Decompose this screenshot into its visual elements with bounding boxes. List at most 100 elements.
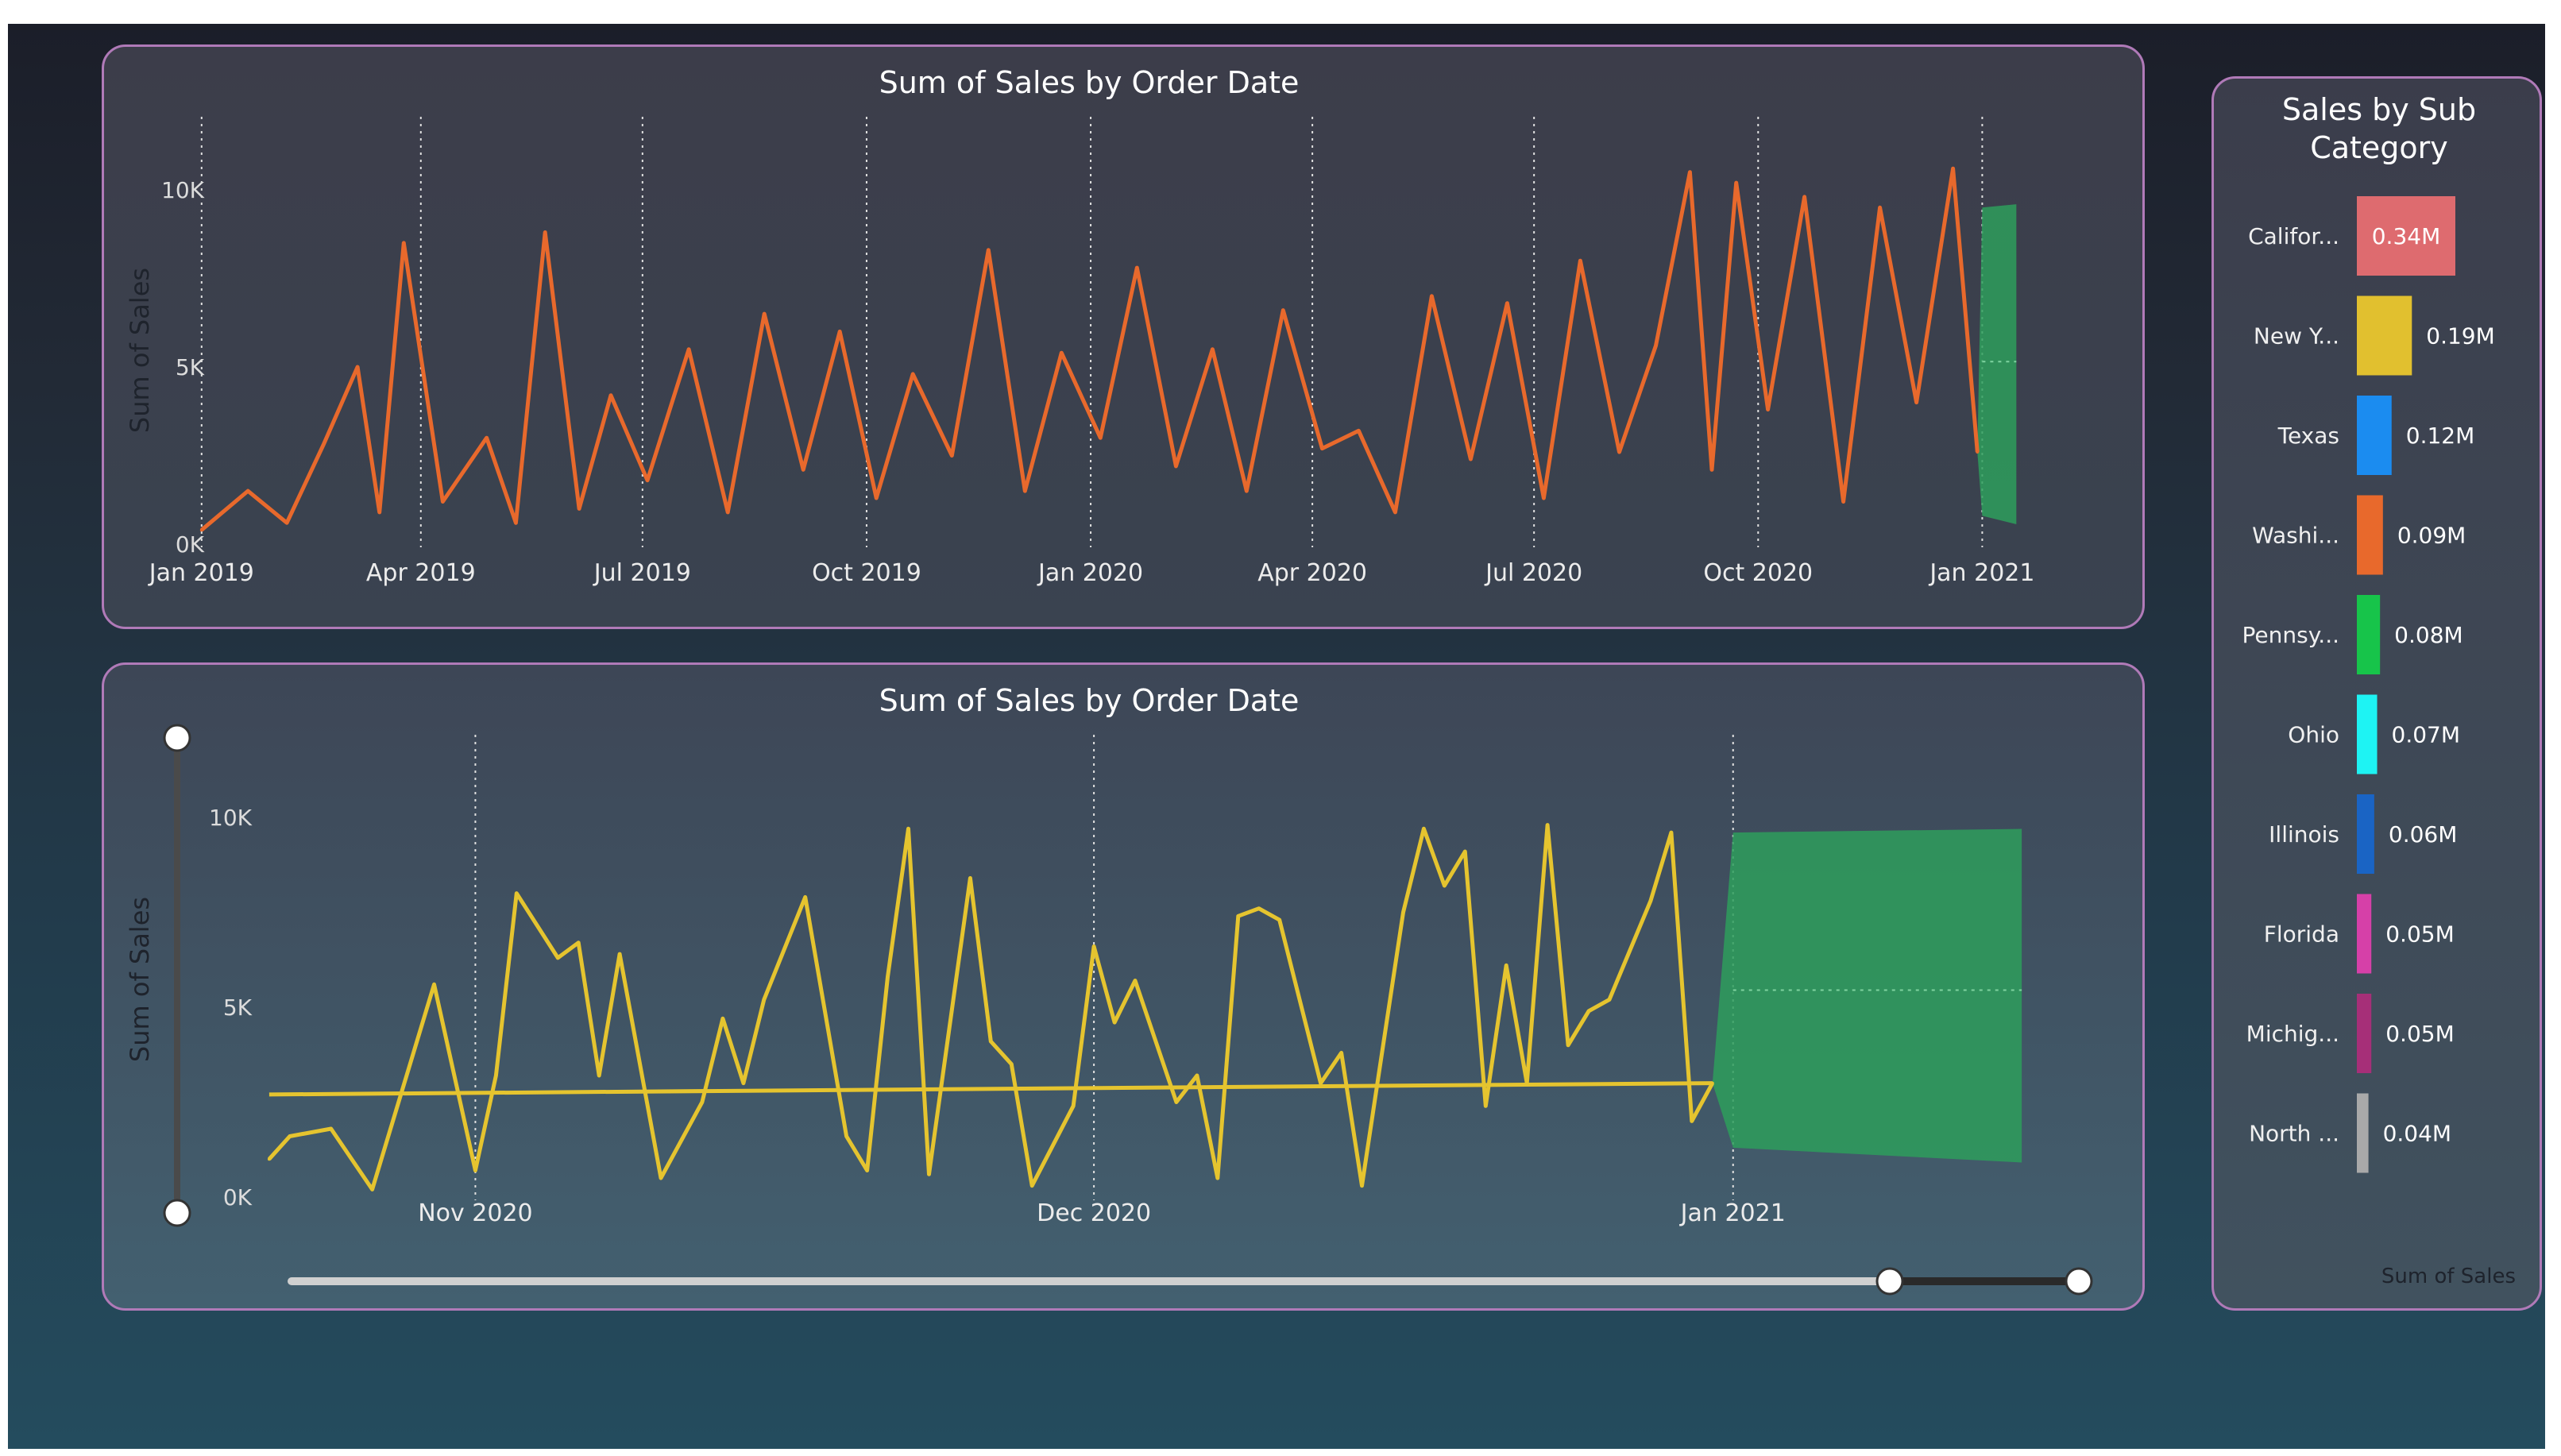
- x-tick-label: Jan 2021: [1679, 1199, 1786, 1227]
- x-range-slider-right-handle[interactable]: [2065, 1267, 2093, 1296]
- side-chart-title-line-1: Sales by Sub: [2282, 92, 2476, 127]
- bottom-chart-title: Sum of Sales by Order Date: [879, 683, 1300, 718]
- sales-point: [288, 1134, 292, 1138]
- bar[interactable]: [2357, 994, 2372, 1073]
- sales-point: [285, 521, 289, 525]
- sales-point: [577, 940, 581, 944]
- sales-point: [1092, 944, 1096, 948]
- sales-point: [1914, 400, 1918, 404]
- sales-point: [1060, 351, 1064, 355]
- sales-point: [659, 1176, 662, 1180]
- sales-point: [1023, 489, 1027, 493]
- sales-point: [1245, 489, 1249, 493]
- bar[interactable]: [2357, 396, 2392, 475]
- top-line-chart: Sum of Sales by Order Date Sum of Sales …: [125, 65, 2034, 587]
- sales-point: [687, 347, 691, 351]
- sales-point: [762, 998, 766, 1002]
- sales-point: [911, 372, 915, 376]
- sales-point: [950, 454, 954, 458]
- bar-value-label: 0.06M: [2389, 821, 2458, 848]
- sales-point: [1688, 170, 1692, 174]
- sales-point: [1617, 450, 1621, 454]
- sales-point: [1669, 831, 1673, 835]
- sales-point: [1878, 206, 1882, 210]
- sales-point: [329, 1127, 333, 1130]
- sales-point: [1236, 914, 1240, 918]
- bar[interactable]: [2357, 794, 2374, 874]
- y-tick-label: 0K: [223, 1184, 253, 1211]
- sales-point: [1484, 1104, 1488, 1108]
- sales-point: [267, 1157, 271, 1161]
- side-chart-title-line-2: Category: [2310, 130, 2448, 165]
- sales-point: [432, 983, 436, 987]
- side-bar-chart-card: Sales by Sub Category Califor... 0.34M New…: [2211, 76, 2542, 1311]
- sales-point: [515, 891, 519, 895]
- sales-point: [1257, 906, 1261, 910]
- sales-point: [441, 500, 445, 504]
- sales-point: [1211, 347, 1215, 351]
- sales-point: [1587, 1009, 1591, 1013]
- sales-point: [741, 1081, 745, 1085]
- sales-point: [1608, 998, 1611, 1002]
- sales-point: [726, 510, 730, 514]
- sales-point: [1976, 450, 1980, 454]
- x-tick-label: Jan 2020: [1037, 559, 1143, 587]
- bar-value-label: 0.08M: [2394, 622, 2463, 648]
- trend-line: [268, 1081, 1713, 1097]
- sales-point: [1546, 823, 1550, 827]
- sales-point: [1690, 1119, 1694, 1123]
- sales-point: [1281, 308, 1285, 312]
- bar[interactable]: [2357, 694, 2378, 774]
- side-chart-x-axis-label: Sum of Sales: [2381, 1265, 2516, 1288]
- bar[interactable]: [2357, 1093, 2369, 1173]
- sales-point: [1710, 468, 1713, 472]
- bar[interactable]: [2357, 894, 2372, 974]
- x-tick-label: Apr 2019: [366, 559, 476, 587]
- sales-point: [322, 443, 326, 447]
- bar-category-label: North ...: [2249, 1121, 2339, 1147]
- sales-point: [1357, 429, 1361, 433]
- forecast-band: [1712, 828, 2022, 1163]
- sales-point: [597, 1074, 601, 1077]
- sales-point: [875, 496, 879, 500]
- y-range-slider-top-handle[interactable]: [163, 724, 191, 752]
- sales-point: [1542, 496, 1546, 500]
- sales-point: [485, 436, 489, 440]
- sales-point: [838, 330, 842, 334]
- x-tick-label: Jan 2021: [1928, 559, 2034, 587]
- sales-point: [1566, 1043, 1570, 1047]
- bar[interactable]: [2357, 295, 2412, 376]
- bar[interactable]: [2357, 196, 2455, 276]
- sales-point: [1654, 344, 1658, 348]
- bar[interactable]: [2357, 495, 2383, 575]
- sales-point: [1766, 407, 1770, 411]
- sales-point: [377, 510, 381, 514]
- sales-point: [1339, 1051, 1343, 1055]
- y-tick-label: 10K: [209, 805, 253, 831]
- y-range-slider-bottom-handle[interactable]: [163, 1199, 191, 1227]
- sales-point: [1072, 1104, 1076, 1108]
- y-tick-label: 0K: [176, 531, 205, 558]
- bar-value-label: 0.05M: [2385, 1021, 2455, 1047]
- sales-point: [1469, 458, 1473, 461]
- x-tick-label: Oct 2020: [1703, 559, 1813, 587]
- sales-point: [1113, 1021, 1117, 1025]
- bar-value-label: 0.07M: [2392, 722, 2461, 748]
- sales-point: [609, 393, 612, 397]
- sales-point: [989, 1040, 993, 1043]
- sales-point: [1174, 1100, 1178, 1104]
- bar[interactable]: [2357, 595, 2381, 674]
- top-chart-y-axis-label: Sum of Sales: [125, 268, 155, 433]
- sales-point: [987, 248, 991, 252]
- sales-point: [1443, 884, 1447, 887]
- sales-point: [1951, 167, 1955, 171]
- sales-point: [356, 365, 360, 369]
- x-range-slider-left-handle[interactable]: [1875, 1267, 1904, 1296]
- x-tick-label: Apr 2020: [1257, 559, 1367, 587]
- bar-category-label: Ohio: [2288, 722, 2339, 748]
- sales-point: [1430, 294, 1434, 298]
- sales-point: [802, 468, 805, 472]
- sales-point: [803, 895, 807, 899]
- sales-point: [1734, 181, 1738, 185]
- sales-point: [927, 1172, 931, 1176]
